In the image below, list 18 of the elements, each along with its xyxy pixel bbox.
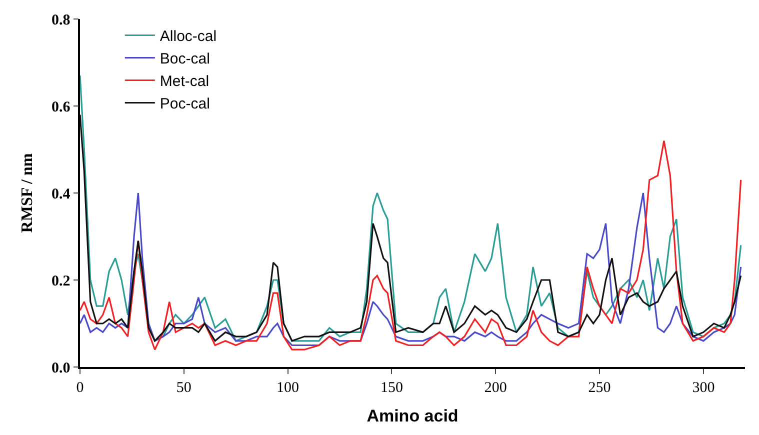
y-tick-label: 0.2	[52, 273, 70, 290]
x-tick-label: 300	[692, 380, 715, 396]
y-axis-title: RMSF / nm	[18, 152, 36, 233]
x-tick-label: 200	[484, 380, 507, 396]
x-tick-label: 250	[588, 380, 611, 396]
legend-label: Boc-cal	[160, 50, 210, 68]
legend-label: Met-cal	[160, 73, 210, 90]
x-tick-label: 0	[76, 380, 84, 396]
y-tick-label: 0.8	[52, 12, 70, 28]
y-tick-label: 0.0	[52, 360, 70, 376]
legend-label: Alloc-cal	[160, 28, 217, 46]
y-tick-label: 0.6	[52, 99, 71, 116]
x-tick-label: 150	[380, 380, 403, 396]
x-tick-label: 50	[176, 380, 192, 396]
x-axis-title: Amino acid	[366, 406, 458, 426]
legend-label: Poc-cal	[160, 96, 210, 113]
x-tick-label: 100	[276, 380, 300, 396]
y-tick-label: 0.4	[52, 186, 71, 202]
